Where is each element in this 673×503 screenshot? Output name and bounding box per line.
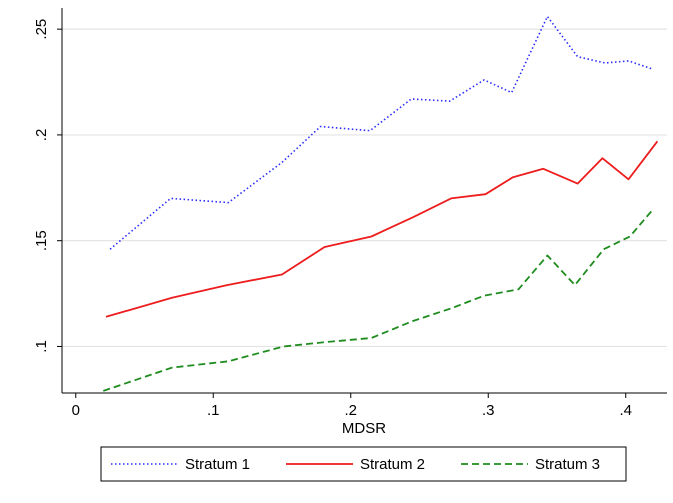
series-line-stratum-2 bbox=[105, 140, 659, 318]
legend-label-stratum-3: Stratum 3 bbox=[535, 456, 600, 473]
legend-label-stratum-1: Stratum 1 bbox=[185, 456, 250, 473]
x-axis-title: MDSR bbox=[342, 420, 386, 437]
series-line-stratum-1 bbox=[109, 15, 654, 250]
legend: Stratum 1 Stratum 2 Stratum 3 bbox=[100, 446, 627, 482]
x-tick-label: .3 bbox=[482, 402, 495, 419]
y-tick-label: .2 bbox=[33, 129, 50, 142]
series-lines bbox=[103, 15, 659, 392]
legend-label-stratum-2: Stratum 2 bbox=[360, 456, 425, 473]
legend-box bbox=[100, 446, 627, 482]
x-tick-label: 0 bbox=[72, 402, 80, 419]
y-tick-label: .25 bbox=[33, 19, 50, 40]
x-tick-label: .2 bbox=[344, 402, 357, 419]
gridlines bbox=[62, 28, 667, 348]
y-tick-label: .15 bbox=[33, 230, 50, 251]
series-line-stratum-3 bbox=[103, 208, 654, 392]
x-tick-label: .4 bbox=[619, 402, 632, 419]
x-tick-label: .1 bbox=[207, 402, 220, 419]
y-tick-label: .1 bbox=[33, 340, 50, 353]
axes: .1 .15 .2 .25 0 .1 .2 .3 .4 bbox=[33, 8, 667, 419]
